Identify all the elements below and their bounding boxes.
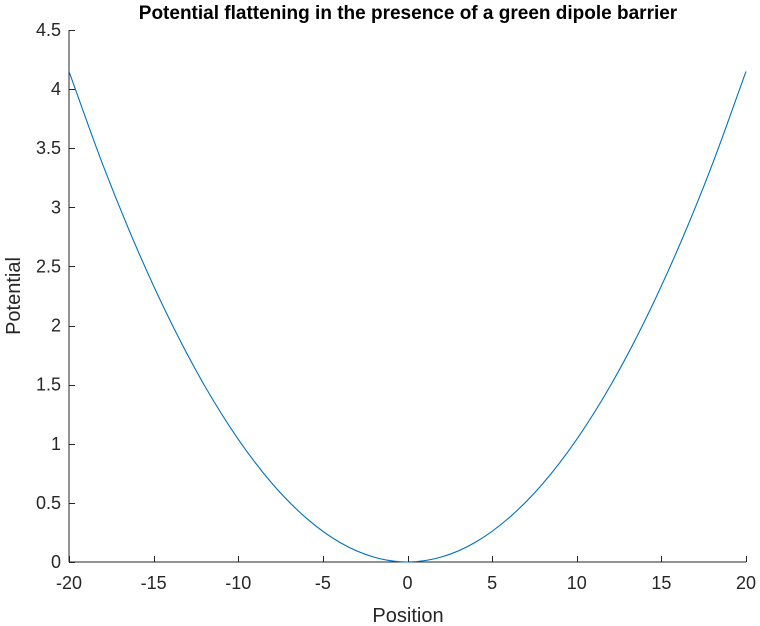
- y-tick-label: 1: [51, 434, 61, 454]
- x-tick-label: 20: [736, 573, 756, 593]
- y-axis-label: Potential: [3, 257, 25, 335]
- y-tick-label: 3: [51, 197, 61, 217]
- x-tick-label: -15: [141, 573, 167, 593]
- x-tick-label: 15: [651, 573, 671, 593]
- y-axis-ticks: 0 0.5 1 1.5 2 2.5 3 3.5 4 4.5: [36, 20, 75, 572]
- plot-area: [68, 30, 747, 563]
- x-axis-label: Position: [372, 605, 443, 626]
- y-tick-label: 4.5: [36, 20, 61, 40]
- chart-title: Potential flattening in the presence of …: [139, 3, 678, 24]
- y-tick-label: 3.5: [36, 138, 61, 158]
- x-tick-label: 10: [567, 573, 587, 593]
- y-tick-label: 4: [51, 79, 61, 99]
- x-tick-label: -10: [225, 573, 251, 593]
- x-tick-label: 5: [487, 573, 497, 593]
- y-tick-label: 1.5: [36, 375, 61, 395]
- y-tick-label: 0.5: [36, 493, 61, 513]
- x-tick-label: -20: [56, 573, 82, 593]
- series-line-0: [68, 71, 747, 563]
- x-tick-label: -5: [315, 573, 331, 593]
- y-tick-label: 0: [51, 552, 61, 572]
- y-tick-label: 2.5: [36, 256, 61, 276]
- x-tick-label: 0: [402, 573, 412, 593]
- x-axis-ticks: -20 -15 -10 -5 0 5 10 15 20: [56, 556, 756, 593]
- y-tick-label: 2: [51, 316, 61, 336]
